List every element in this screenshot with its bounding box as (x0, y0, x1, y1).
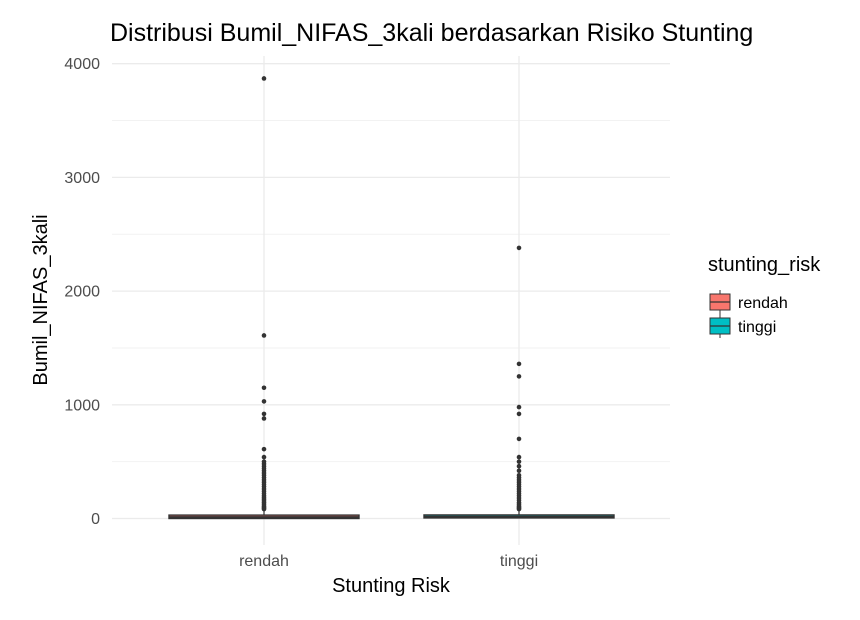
plot-area (168, 76, 615, 520)
legend-title: stunting_risk (708, 254, 821, 276)
x-axis-title: Stunting Risk (332, 575, 451, 597)
box-tinggi (423, 245, 615, 519)
outlier-point (261, 454, 267, 460)
outlier-point (261, 76, 267, 81)
legend-label: tinggi (738, 319, 776, 336)
outlier-point (261, 333, 267, 338)
outlier-point (516, 468, 522, 474)
outlier-point (516, 506, 522, 512)
outlier-point (261, 416, 267, 421)
outlier-point (516, 374, 522, 379)
outlier-point (261, 506, 267, 512)
legend-key-tinggi (709, 314, 731, 338)
y-tick-label: 1000 (64, 397, 100, 414)
chart-title: Distribusi Bumil_NIFAS_3kali berdasarkan… (110, 19, 753, 47)
outlier-point (261, 411, 267, 417)
x-tick-label: rendah (239, 553, 289, 570)
legend: stunting_risk rendah tinggi (708, 254, 821, 338)
outlier-point (261, 385, 267, 391)
y-tick-label: 0 (91, 511, 100, 528)
outlier-point (261, 399, 267, 404)
outlier-point (516, 245, 522, 251)
outlier-point (261, 446, 267, 452)
x-tick-label: tinggi (500, 553, 538, 570)
legend-label: rendah (738, 295, 788, 312)
y-axis-title: Bumil_NIFAS_3kali (30, 214, 52, 385)
outlier-point (516, 454, 522, 460)
x-axis: rendah tinggi (239, 553, 538, 570)
outlier-point (516, 404, 522, 410)
outlier-point (516, 411, 522, 417)
outlier-point (516, 361, 522, 367)
legend-key-rendah (709, 290, 731, 314)
box-rendah (168, 76, 360, 520)
y-axis: 0 1000 2000 3000 4000 (64, 56, 100, 528)
outlier-point (516, 436, 522, 442)
outlier-point (516, 459, 522, 464)
outlier-point (516, 463, 522, 469)
y-tick-label: 3000 (64, 170, 100, 187)
y-tick-label: 4000 (64, 56, 100, 73)
y-tick-label: 2000 (64, 284, 100, 301)
